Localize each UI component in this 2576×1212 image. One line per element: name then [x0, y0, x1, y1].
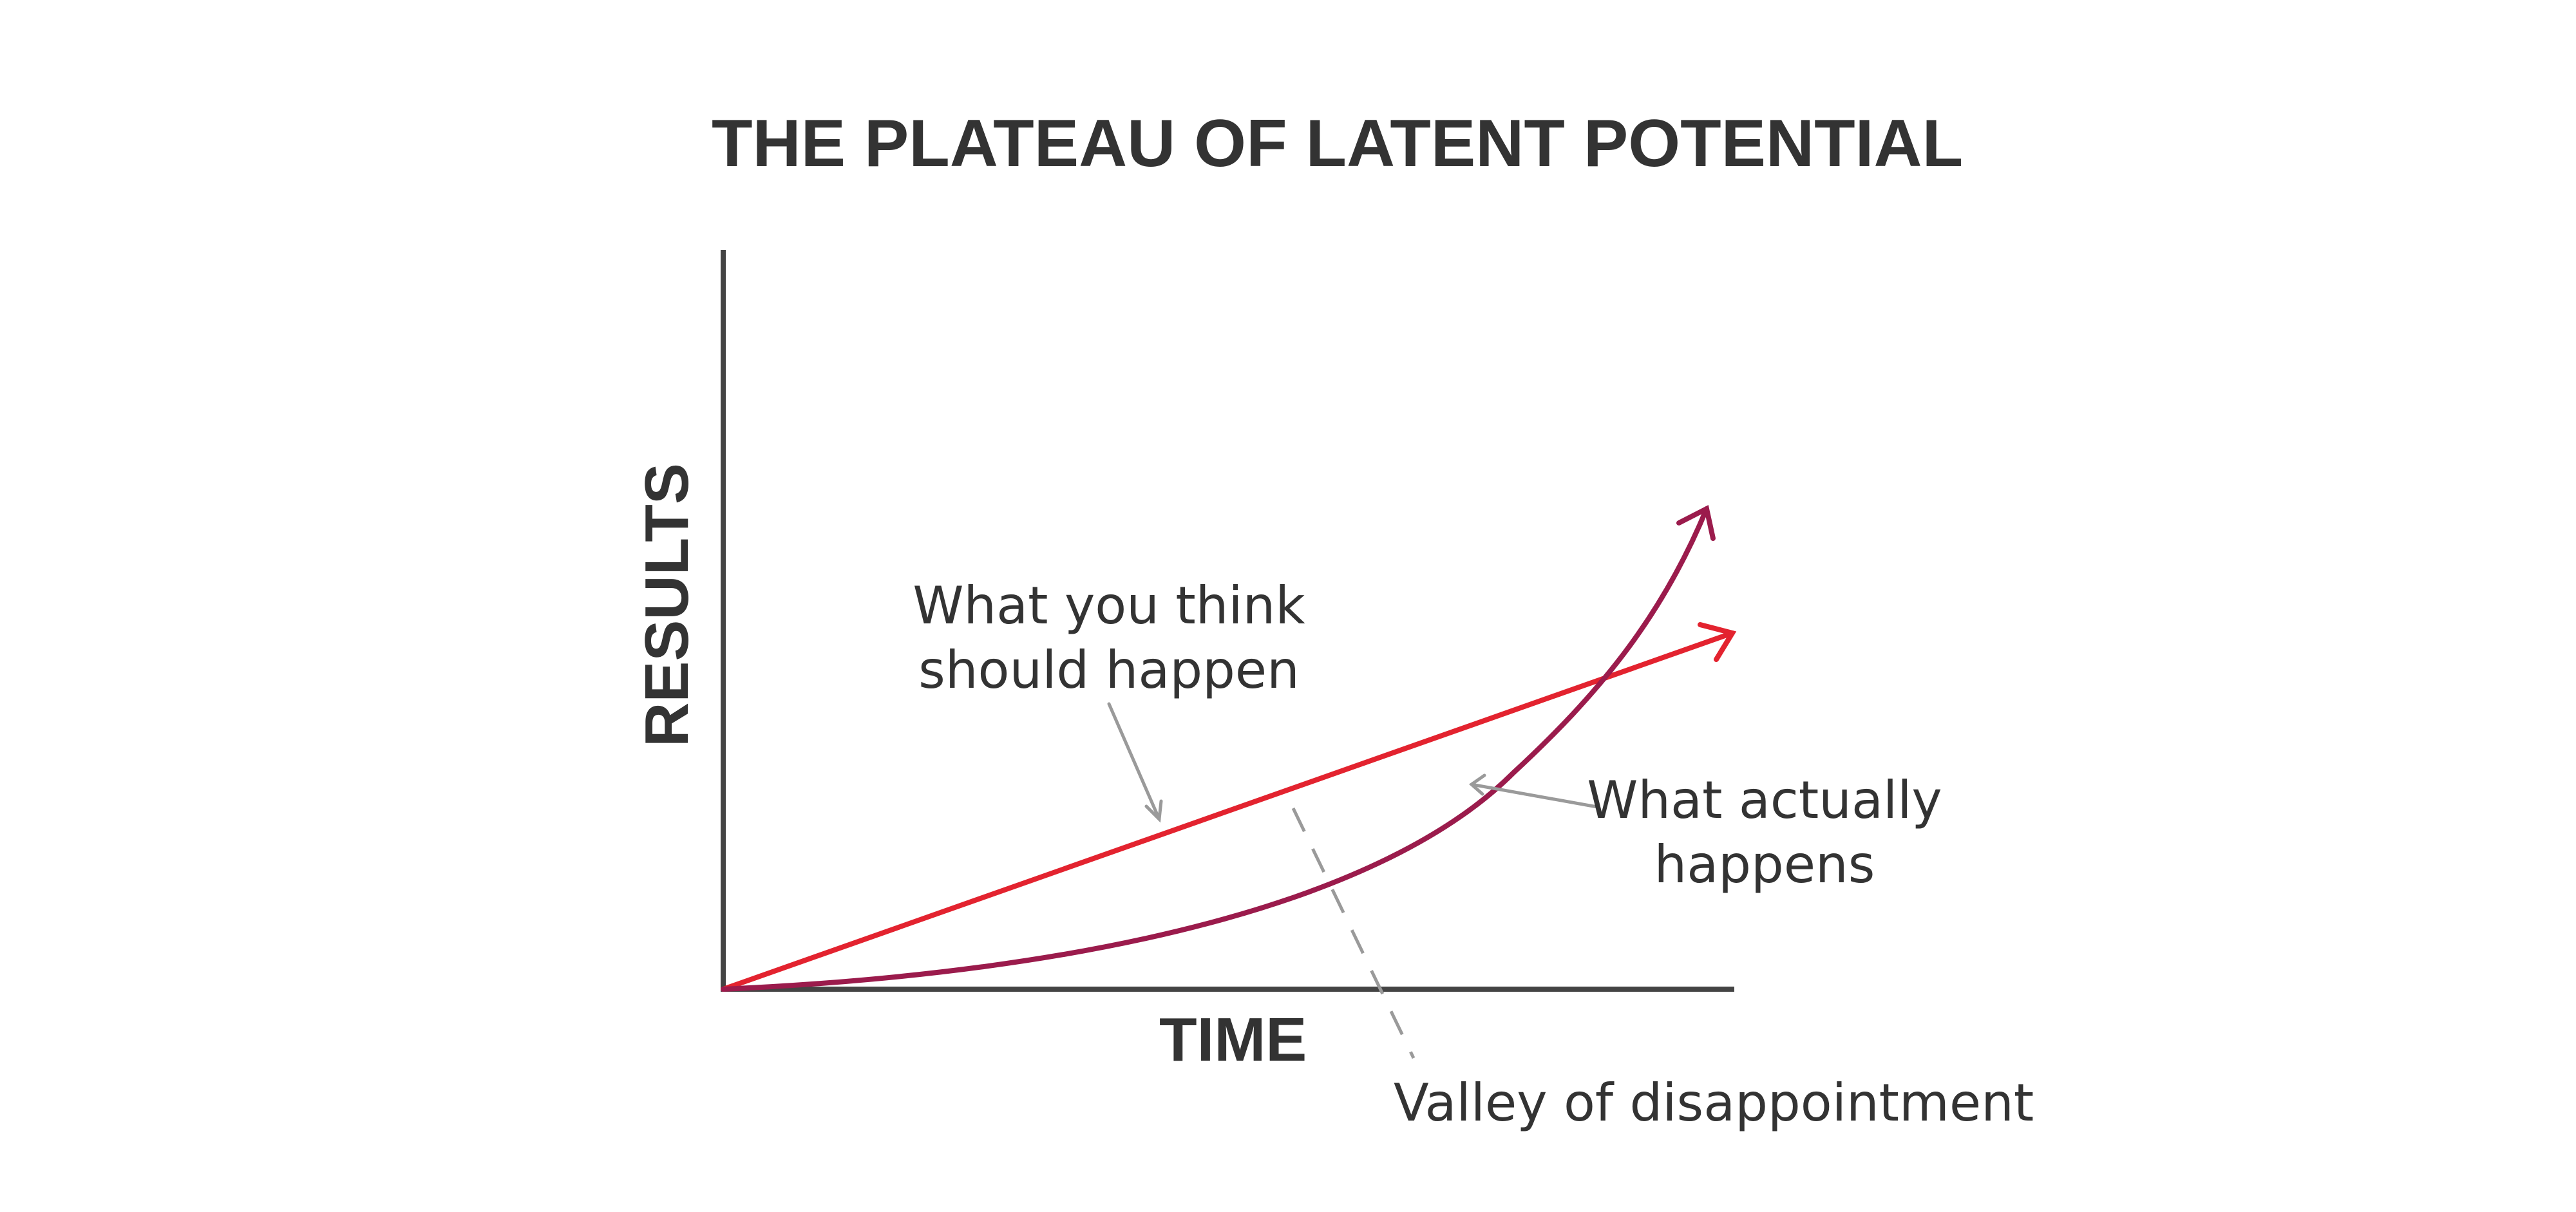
expected-annotation-line2: should happen [918, 640, 1300, 700]
actual-annotation-line2: happens [1654, 835, 1875, 895]
expected-annotation-line1: What you think [913, 576, 1305, 636]
expected-line [721, 630, 1735, 992]
valley-dashed-pointer [1291, 807, 1416, 1059]
actual-curve-arrowhead [1676, 505, 1716, 541]
actual-annotation-line1: What actually [1587, 770, 1942, 830]
actual-pointer-arrowhead [1468, 773, 1486, 796]
x-axis-label: TIME [1159, 1005, 1307, 1074]
expected-pointer-arrowhead [1144, 799, 1163, 823]
y-axis-label: RESULTS [632, 463, 701, 747]
valley-annotation: Valley of disappointment [1394, 1073, 2034, 1133]
expected-line-arrowhead [1698, 622, 1737, 662]
expected-pointer [1107, 702, 1161, 821]
actual-curve [721, 506, 1709, 992]
diagram-title: THE PLATEAU OF LATENT POTENTIAL [712, 106, 1963, 181]
actual-pointer [1470, 782, 1599, 809]
